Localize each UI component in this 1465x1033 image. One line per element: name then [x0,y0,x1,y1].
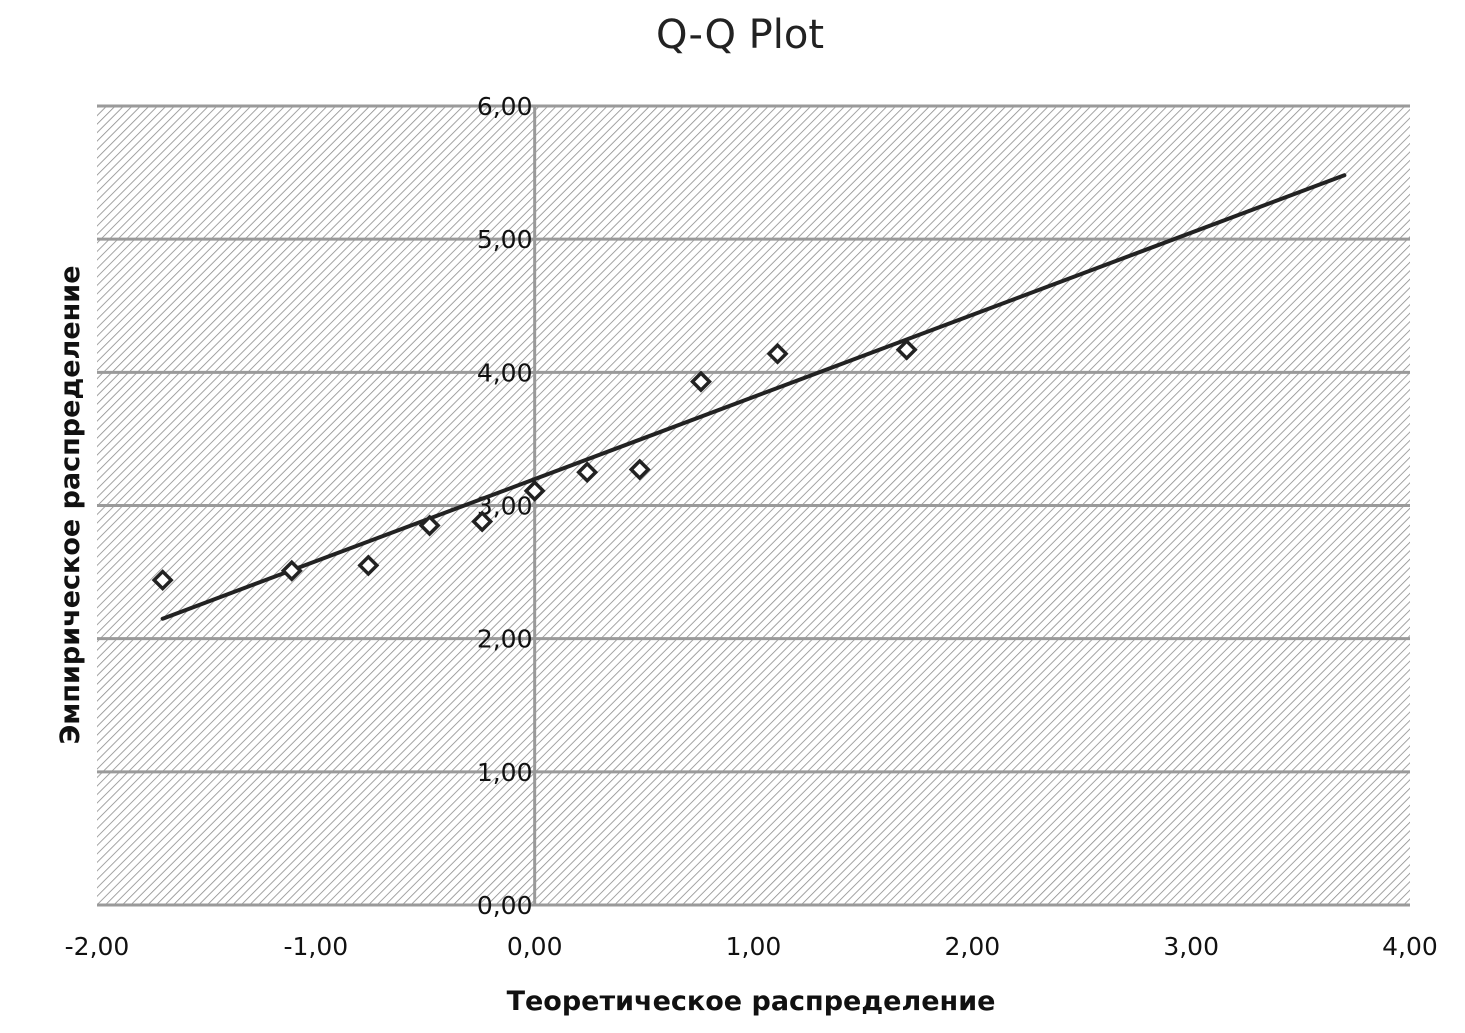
chart-title: Q-Q Plot [656,12,824,58]
y-axis-ticks: 0,001,002,003,004,005,006,00 [477,92,533,920]
data-point [628,458,651,481]
x-tick-label: 1,00 [726,932,782,961]
data-point [418,514,441,537]
x-tick-label: -2,00 [65,932,130,961]
x-tick-label: 2,00 [944,932,1000,961]
y-axis-label: Эмпирическое распределение [55,265,86,744]
x-axis-ticks: -2,00 -1,00 0,00 1,00 2,00 3,00 4,00 [65,932,1438,961]
data-point [766,342,789,365]
x-tick-label: 0,00 [507,932,563,961]
data-point [471,510,494,533]
data-point [357,554,380,577]
gridlines [97,104,1410,907]
data-point [576,461,599,484]
x-tick-label: 4,00 [1382,932,1438,961]
x-axis-label: Теоретическое распределение [507,986,996,1017]
data-point [280,559,303,582]
x-tick-label: 3,00 [1163,932,1219,961]
y-tick-label: 4,00 [477,358,533,387]
data-point [690,370,712,393]
trendline-group [160,173,1347,621]
data-point [151,569,174,592]
trendline [160,173,1347,621]
data-point [895,338,918,361]
data-point [523,479,546,502]
x-tick-label: -1,00 [283,932,348,961]
data-points [151,338,918,592]
y-tick-label: 2,00 [477,625,533,654]
y-tick-label: 5,00 [477,225,533,254]
y-tick-label: 6,00 [477,92,533,121]
y-tick-label: 0,00 [477,891,533,920]
y-tick-label: 1,00 [477,758,533,787]
